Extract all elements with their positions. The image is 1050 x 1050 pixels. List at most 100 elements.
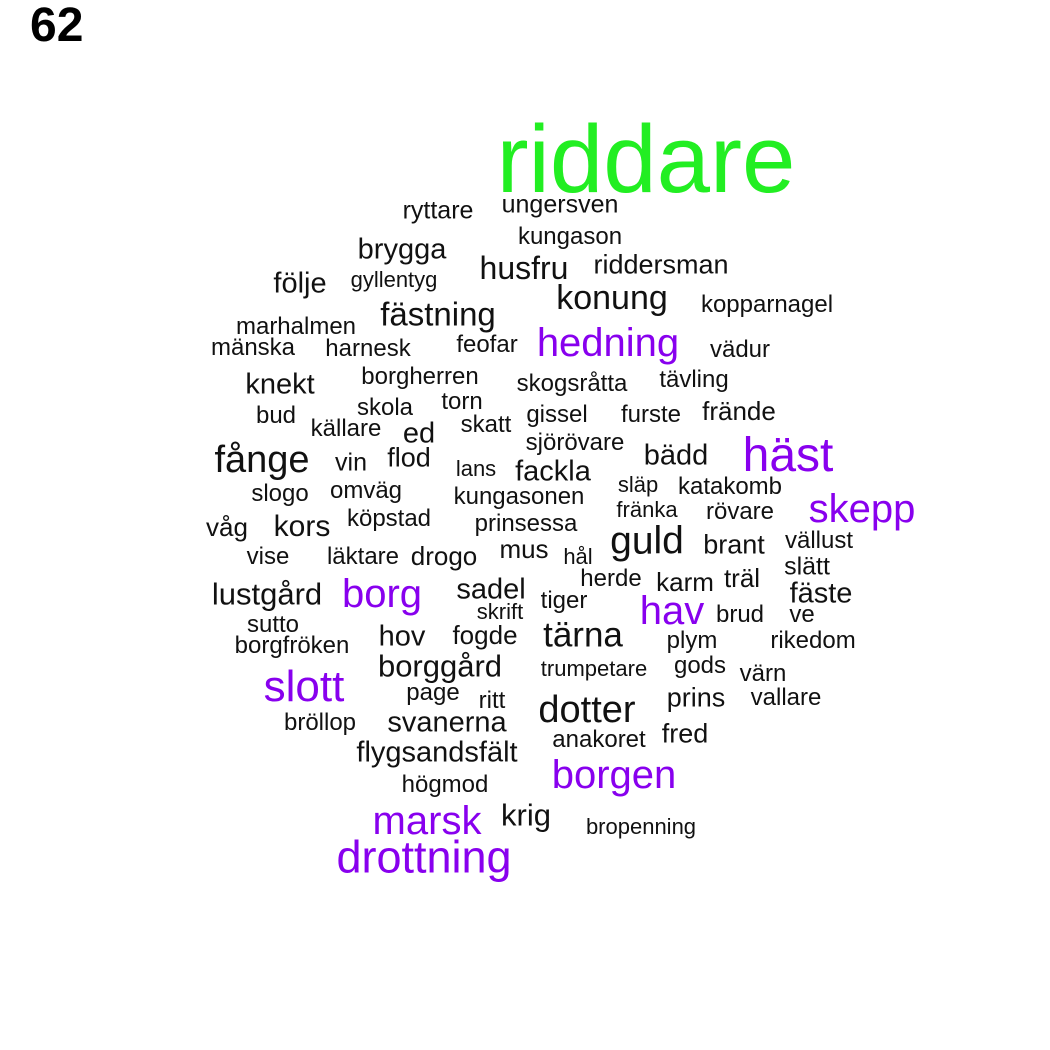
cloud-word: marsk bbox=[372, 799, 482, 843]
cloud-word: borg bbox=[341, 572, 423, 616]
cloud-word: marhalmen bbox=[235, 313, 357, 340]
cloud-word: träl bbox=[723, 563, 761, 593]
cloud-word: brygga bbox=[357, 233, 447, 266]
cloud-word: tiger bbox=[540, 587, 588, 614]
cloud-word: vin bbox=[335, 448, 367, 477]
cloud-word: brud bbox=[715, 601, 765, 628]
cloud-word: page bbox=[406, 679, 460, 706]
cloud-word: plym bbox=[666, 627, 718, 654]
cloud-word: rövare bbox=[705, 498, 775, 525]
cloud-word: riddersman bbox=[593, 249, 729, 280]
cloud-word: källare bbox=[310, 415, 382, 442]
cloud-word: anakoret bbox=[552, 726, 646, 753]
cloud-word: slott bbox=[263, 662, 345, 711]
cloud-word: fäste bbox=[789, 577, 853, 610]
cloud-word: hedning bbox=[536, 321, 680, 365]
cloud-word: våg bbox=[206, 512, 248, 542]
cloud-word: skogsråtta bbox=[516, 370, 628, 397]
cloud-word: skepp bbox=[808, 487, 916, 531]
cloud-word: lans bbox=[455, 456, 497, 481]
cloud-word: borggård bbox=[377, 648, 503, 684]
cloud-word: lustgård bbox=[211, 576, 323, 612]
cloud-word: gyllentyg bbox=[350, 267, 438, 292]
cloud-word: ed bbox=[402, 417, 436, 450]
cloud-word: skola bbox=[356, 394, 414, 421]
cloud-word: flygsandsfält bbox=[356, 736, 518, 769]
cloud-word: konung bbox=[556, 279, 668, 317]
cloud-word: riddare bbox=[496, 106, 796, 213]
cloud-word: dotter bbox=[538, 689, 636, 731]
cloud-word: flod bbox=[387, 442, 431, 473]
cloud-word: läktare bbox=[326, 543, 400, 570]
cloud-word: torn bbox=[441, 388, 483, 415]
cloud-word: gissel bbox=[526, 401, 588, 428]
cloud-word: fästning bbox=[380, 295, 496, 333]
cloud-word: trumpetare bbox=[540, 656, 648, 681]
cloud-word: bropenning bbox=[585, 814, 697, 839]
cloud-word: slogo bbox=[251, 480, 309, 507]
cloud-word: köpstad bbox=[346, 505, 432, 532]
cloud-word: tärna bbox=[543, 615, 623, 655]
cloud-word: fånge bbox=[214, 439, 310, 481]
cloud-word: hav bbox=[639, 589, 705, 633]
cloud-word: ungersven bbox=[501, 190, 619, 219]
cloud-word: släp bbox=[617, 472, 659, 497]
cloud-word: bädd bbox=[643, 439, 709, 472]
cloud-word: kopparnagel bbox=[700, 291, 834, 318]
cloud-word: fogde bbox=[452, 620, 518, 650]
cloud-word: hål bbox=[563, 544, 593, 569]
cloud-word: slätt bbox=[784, 552, 830, 581]
cloud-word: sadel bbox=[456, 573, 526, 606]
cloud-word: guld bbox=[610, 519, 684, 563]
cloud-word: fackla bbox=[515, 455, 591, 488]
cloud-word: drogo bbox=[410, 541, 478, 571]
cloud-word: herde bbox=[580, 565, 642, 592]
cloud-word: prins bbox=[666, 682, 726, 713]
cloud-word: frände bbox=[702, 396, 776, 426]
cloud-word: harnesk bbox=[325, 335, 411, 362]
cloud-word: ve bbox=[789, 601, 815, 628]
cloud-word: ryttare bbox=[402, 196, 474, 225]
cloud-word: ritt bbox=[478, 687, 506, 714]
cloud-word: värn bbox=[739, 660, 787, 687]
cloud-word: häst bbox=[742, 429, 834, 482]
cloud-word: husfru bbox=[479, 250, 569, 286]
cloud-word: svanerna bbox=[387, 706, 507, 739]
cloud-word: skatt bbox=[460, 411, 512, 438]
cloud-word: krig bbox=[501, 797, 551, 833]
cloud-word: borgen bbox=[551, 753, 677, 797]
cloud-word: bröllop bbox=[283, 709, 357, 736]
cloud-word: tävling bbox=[659, 366, 729, 393]
cloud-word: vise bbox=[246, 543, 290, 570]
cloud-word: karm bbox=[656, 567, 714, 597]
cloud-word: katakomb bbox=[677, 473, 783, 500]
cloud-word: vällust bbox=[784, 527, 854, 554]
cloud-word: furste bbox=[620, 401, 682, 428]
cloud-word: borgfröken bbox=[234, 632, 350, 659]
cloud-word: brant bbox=[703, 529, 765, 560]
cloud-word: bud bbox=[255, 402, 297, 429]
cloud-word: kungasonen bbox=[453, 483, 585, 510]
cloud-word: vädur bbox=[709, 336, 771, 363]
cloud-word: borgherren bbox=[361, 363, 479, 390]
cloud-word: sjörövare bbox=[525, 429, 625, 456]
cloud-word: prinsessa bbox=[474, 510, 578, 537]
cloud-word: skrift bbox=[476, 599, 524, 624]
cloud-word: sutto bbox=[246, 611, 300, 638]
cloud-word: vallare bbox=[750, 684, 822, 711]
cloud-word: feofar bbox=[456, 331, 518, 358]
cloud-word: rikedom bbox=[770, 627, 856, 654]
cloud-word: följe bbox=[273, 267, 327, 300]
cloud-word: omväg bbox=[329, 477, 403, 504]
page-number: 62 bbox=[30, 0, 84, 52]
cloud-word: fränka bbox=[616, 497, 678, 522]
cloud-word: kungason bbox=[517, 223, 623, 250]
cloud-word: högmod bbox=[401, 771, 489, 798]
cloud-word: mänska bbox=[210, 334, 296, 361]
cloud-word: kors bbox=[273, 510, 331, 543]
cloud-word: fred bbox=[661, 718, 709, 749]
cloud-word: hov bbox=[378, 620, 426, 653]
cloud-word: knekt bbox=[245, 368, 315, 401]
cloud-word: mus bbox=[499, 534, 549, 564]
